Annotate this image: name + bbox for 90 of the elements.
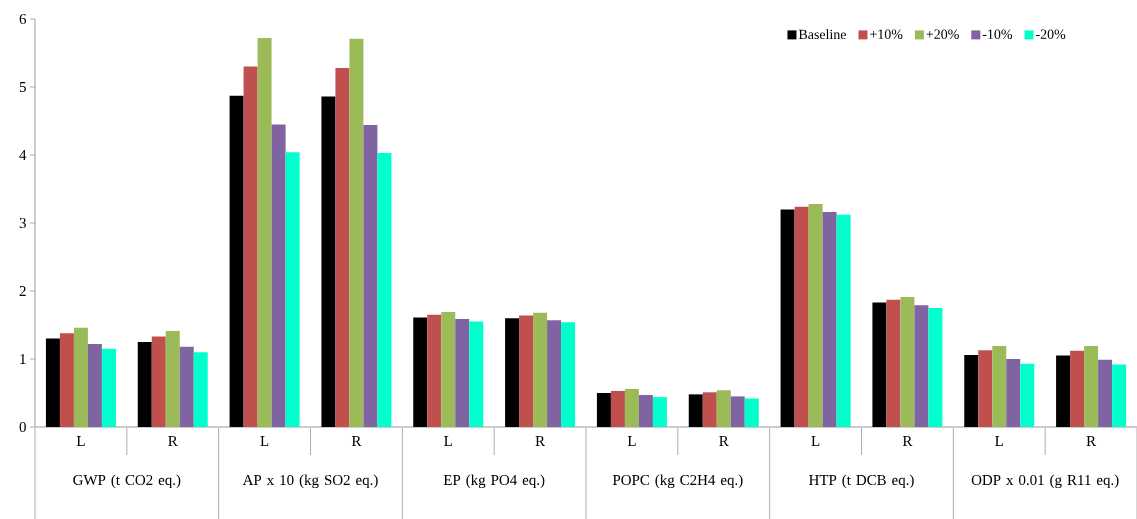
bar xyxy=(455,318,470,427)
legend-label: -20% xyxy=(1036,29,1066,39)
y-tick-label: 0 xyxy=(19,421,26,433)
bar xyxy=(335,67,350,427)
bar xyxy=(1070,350,1085,427)
bar xyxy=(688,394,703,427)
x-tick-label: L xyxy=(260,436,269,446)
legend-label: Baseline xyxy=(798,29,846,40)
x-tick-label: R xyxy=(168,436,178,446)
y-tick-label: 5 xyxy=(19,82,26,92)
bar xyxy=(1056,355,1071,427)
bar xyxy=(519,315,534,427)
bar xyxy=(964,354,979,427)
y-tick-label: 2 xyxy=(19,286,26,296)
bar xyxy=(744,398,759,427)
x-tick-label: L xyxy=(627,436,636,446)
bar xyxy=(179,346,194,427)
legend-label: -10% xyxy=(982,29,1013,39)
text: EP (kg PO4 eq.) xyxy=(443,474,545,489)
bar xyxy=(137,342,152,427)
bar xyxy=(243,66,258,427)
bar xyxy=(413,317,428,427)
bar xyxy=(427,314,442,427)
bar xyxy=(533,312,548,427)
bar xyxy=(377,152,392,427)
text: GWP (t CO2 eq.) xyxy=(73,474,181,489)
bar xyxy=(547,320,562,427)
bar xyxy=(794,206,809,427)
x-tick-label: R xyxy=(719,436,729,446)
bar xyxy=(652,397,667,427)
bar xyxy=(469,321,484,427)
x-tick-label: L xyxy=(76,436,85,446)
bar xyxy=(59,333,74,427)
bar xyxy=(285,152,300,427)
bar xyxy=(886,299,901,427)
bar xyxy=(610,390,625,427)
bar xyxy=(1020,363,1035,427)
bar xyxy=(257,38,272,427)
bar xyxy=(808,203,823,427)
bar xyxy=(992,346,1007,427)
bar xyxy=(872,302,887,427)
x-tick-label: L xyxy=(444,436,452,446)
bar xyxy=(596,393,611,427)
bar xyxy=(624,388,639,427)
x-tick-label: R xyxy=(1086,436,1097,446)
bar xyxy=(978,350,993,427)
text: POPC (kg C2H4 eq.) xyxy=(612,474,743,489)
y-tick-label: 3 xyxy=(19,217,26,229)
bar xyxy=(505,318,520,427)
bar xyxy=(638,395,653,427)
text: AP x 10 (kg SO2 eq.) xyxy=(242,474,378,489)
bar xyxy=(716,390,731,427)
bar xyxy=(229,95,244,427)
y-tick-label: 4 xyxy=(19,150,27,160)
bar xyxy=(914,305,929,427)
bar xyxy=(730,396,745,427)
bar xyxy=(101,348,116,427)
x-tick-label: L xyxy=(995,436,1003,446)
bar xyxy=(441,312,456,427)
bar xyxy=(928,308,943,427)
bar xyxy=(165,331,180,427)
bar xyxy=(73,327,88,427)
x-tick-label: R xyxy=(351,436,362,446)
bar xyxy=(349,38,364,427)
bar xyxy=(151,336,166,427)
x-tick-label: R xyxy=(902,436,913,446)
legend-label: +10% xyxy=(870,29,903,39)
bar xyxy=(363,125,378,427)
bar xyxy=(1084,346,1099,427)
bar xyxy=(561,322,576,427)
text: ODP x 0.01 (g R11 eq.) xyxy=(971,474,1119,489)
bar xyxy=(45,338,60,427)
bar xyxy=(822,212,837,427)
bar xyxy=(193,352,208,427)
bar xyxy=(1006,359,1021,427)
bar xyxy=(900,297,915,427)
bar xyxy=(836,214,851,427)
bar xyxy=(321,96,336,427)
text: HTP (t DCB eq.) xyxy=(809,474,914,489)
bar xyxy=(87,344,102,427)
x-tick-label: L xyxy=(811,436,820,446)
y-tick-label: 6 xyxy=(19,13,27,25)
bar xyxy=(780,209,795,427)
legend-label: +20% xyxy=(926,29,959,39)
bar xyxy=(271,124,286,427)
bar xyxy=(1098,359,1113,427)
x-tick-label: R xyxy=(535,436,546,446)
bar xyxy=(702,392,717,427)
bar xyxy=(1112,364,1127,427)
y-tick-label: 1 xyxy=(20,354,26,364)
